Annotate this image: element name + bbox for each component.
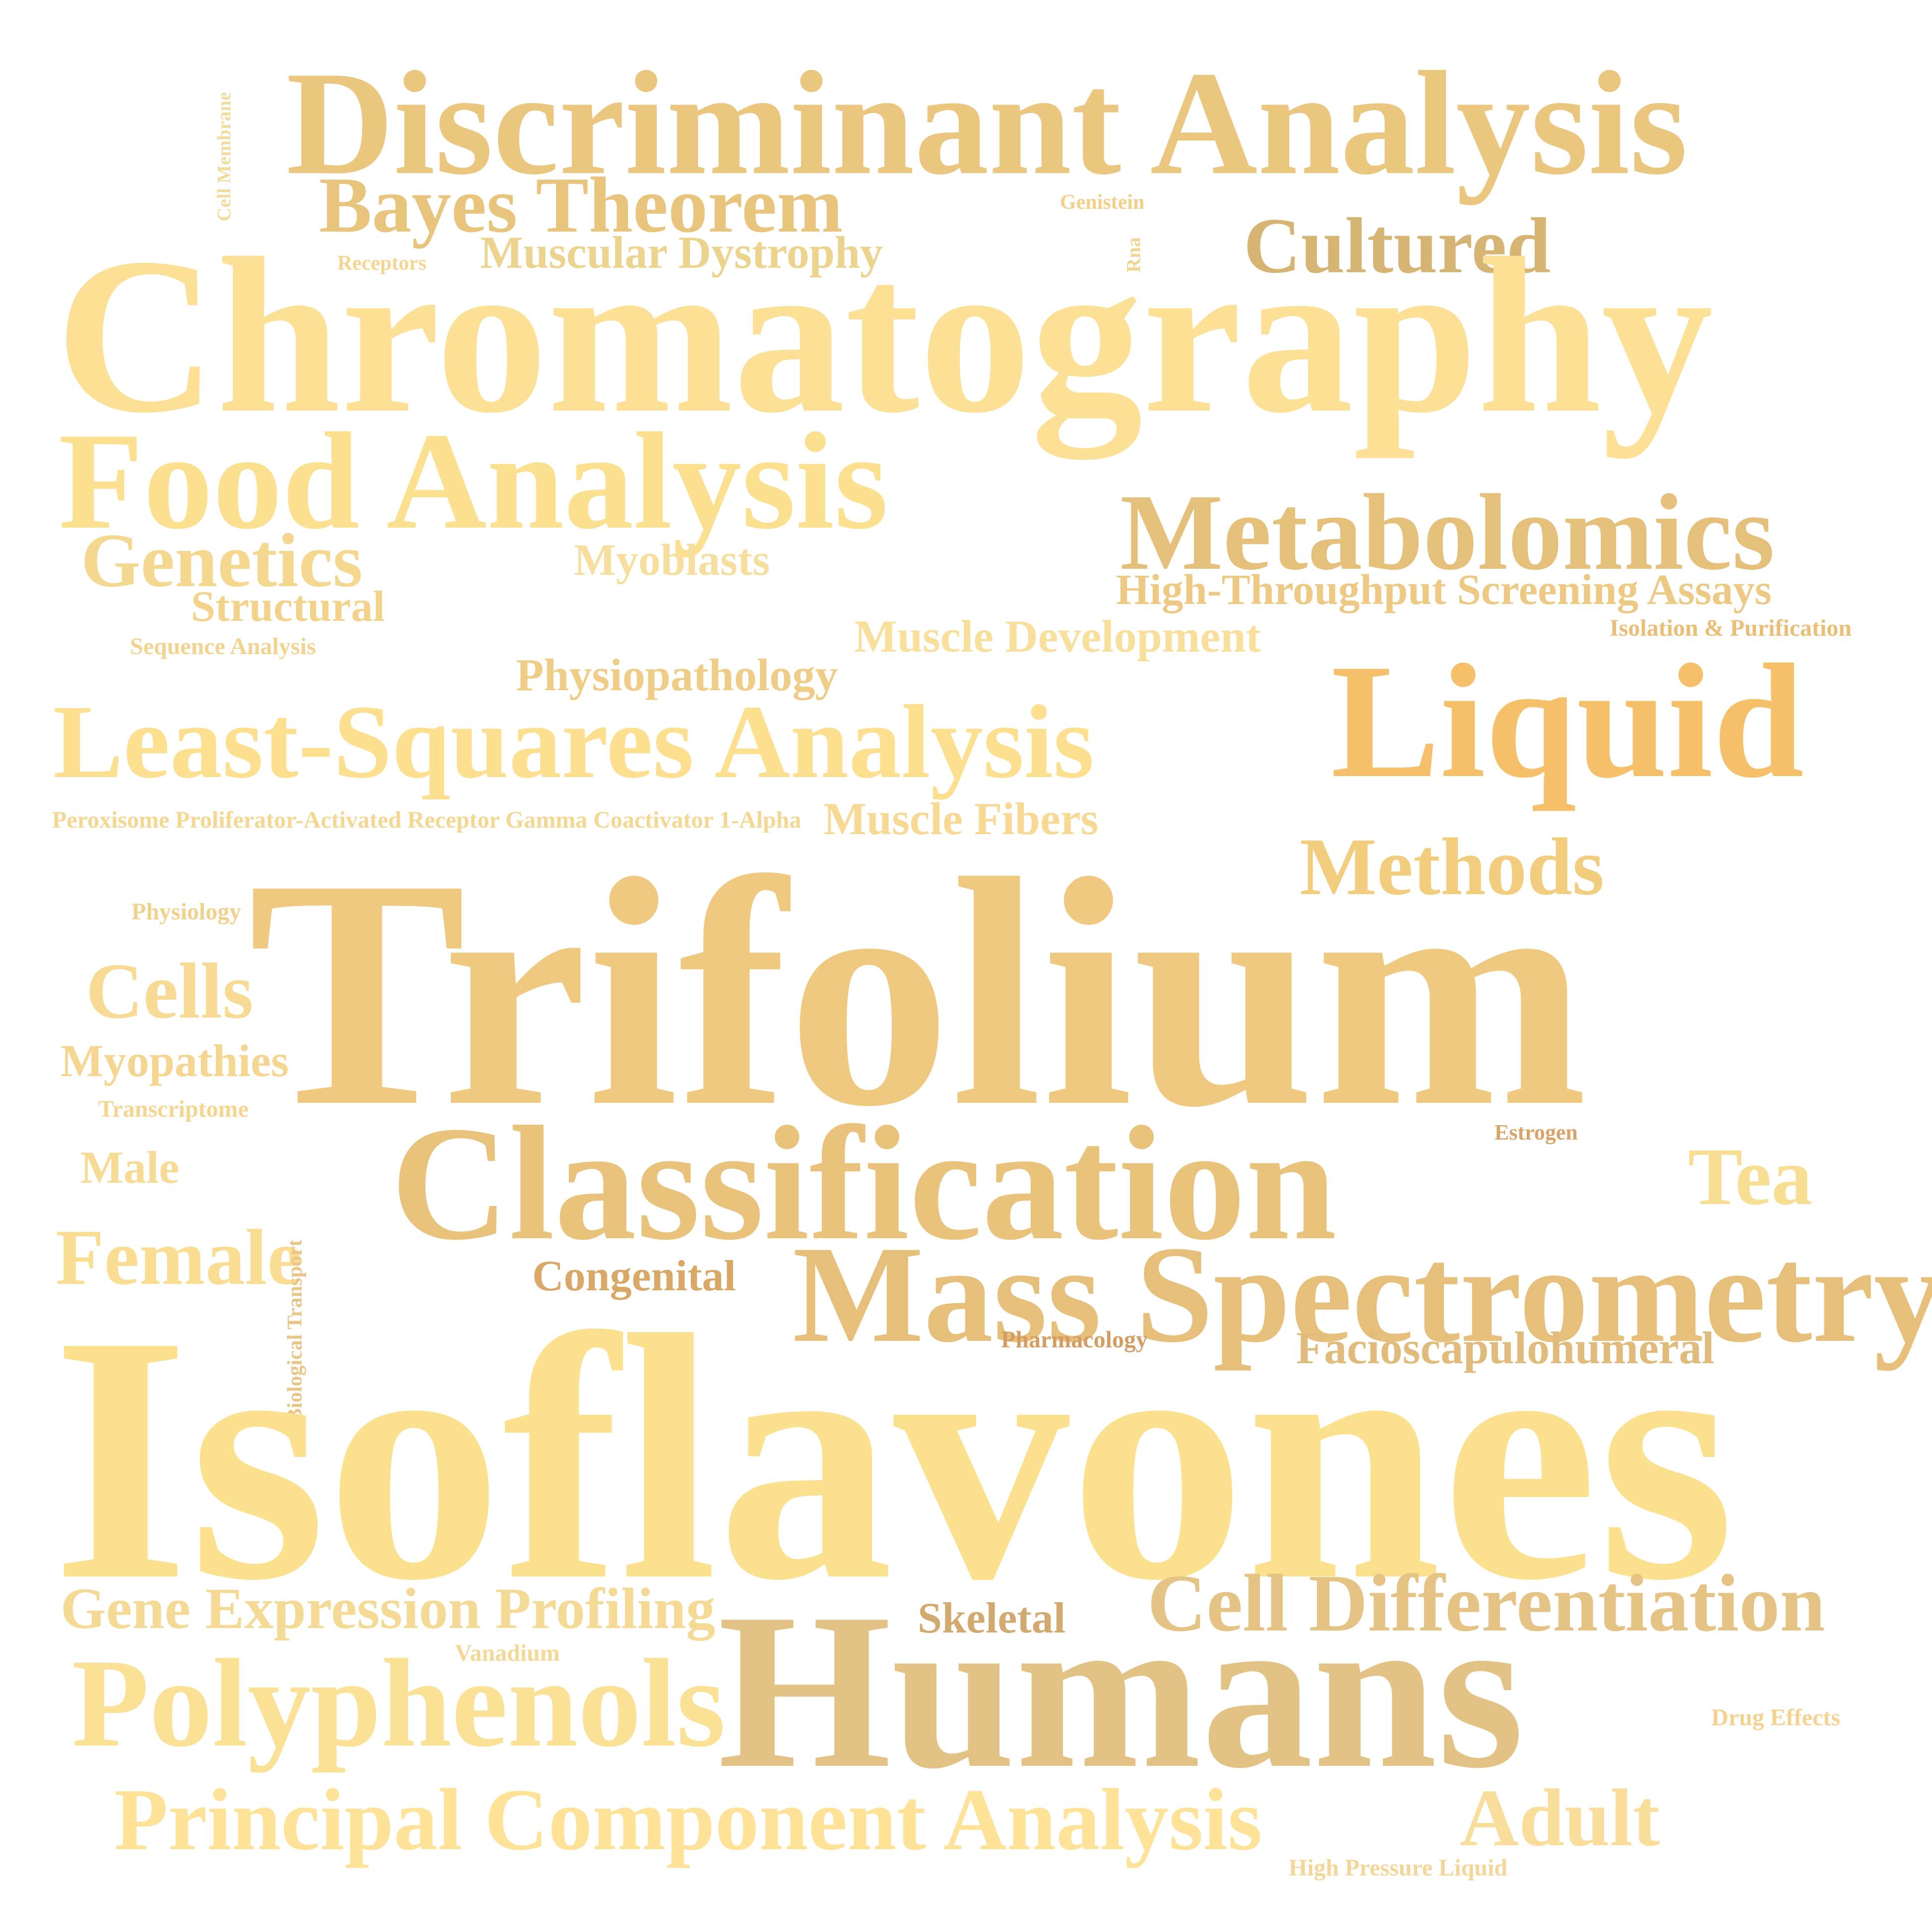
word-high-pressure-liquid: High Pressure Liquid [1289,1855,1507,1881]
word-cell-differentiation: Cell Differentiation [1147,1558,1826,1648]
word-discriminant-analysis: Discriminant Analysis [286,41,1688,205]
word-muscle-development: Muscle Development [854,611,1261,662]
word-isolation-purification: Isolation & Purification [1610,615,1852,641]
word-sequence-analysis: Sequence Analysis [130,633,316,660]
word-gene-expression-profiling: Gene Expression Profiling [61,1576,715,1641]
word-pharmacology: Pharmacology [1001,1327,1148,1353]
word-bayes-theorem: Bayes Theorem [319,161,843,249]
word-isoflavones: Isoflavones [52,1263,1735,1653]
word-adult: Adult [1460,1772,1660,1863]
word-tea: Tea [1688,1131,1812,1222]
word-myoblasts: Myoblasts [574,536,770,585]
word-pgc1-alpha: Peroxisome Proliferator-Activated Recept… [52,807,802,833]
word-food-analysis: Food Analysis [59,404,888,558]
word-polyphenols: Polyphenols [72,1633,726,1773]
word-cultured: Cultured [1244,201,1551,290]
word-genistein: Genistein [1060,191,1145,214]
word-physiology: Physiology [131,899,242,925]
word-genetics: Genetics [81,518,363,603]
word-cells: Cells [86,947,253,1035]
word-principal-component-analysis: Principal Component Analysis [114,1770,1262,1869]
word-liquid: Liquid [1331,631,1805,812]
word-muscular-dystrophy: Muscular Dystrophy [480,227,883,278]
word-skeletal: Skeletal [918,1594,1066,1642]
word-myopathies: Myopathies [61,1035,289,1086]
word-methods: Methods [1300,821,1605,912]
word-male: Male [80,1142,180,1193]
word-estrogen: Estrogen [1495,1120,1578,1145]
word-humans: Humans [718,1568,1524,1814]
word-receptors: Receptors [337,252,427,275]
word-trifolium: Trifolium [248,811,1588,1174]
word-vanadium: Vanadium [455,1640,560,1666]
word-transcriptome: Transcriptome [98,1096,249,1122]
word-congenital: Congenital [532,1252,736,1300]
word-drug-effects: Drug Effects [1711,1704,1840,1731]
word-physiopathology: Physiopathology [516,650,838,700]
word-facioscapulohumeral: Facioscapulohumeral [1296,1323,1715,1373]
word-high-throughput-screening-assays: High-Throughput Screening Assays [1116,565,1772,613]
word-female: Female [56,1213,303,1301]
word-least-squares-analysis: Least-Squares Analysis [53,683,1094,800]
word-cell-membrane: Cell Membrane [213,92,235,222]
word-structural: Structural [191,583,385,631]
word-mass-spectrometry: Mass Spectrometry [793,1217,1932,1371]
word-chromatography: Chromatography [56,212,1713,459]
word-classification: Classification [391,1093,1337,1274]
word-muscle-fibers: Muscle Fibers [823,793,1099,844]
word-metabolomics: Metabolomics [1120,472,1775,593]
